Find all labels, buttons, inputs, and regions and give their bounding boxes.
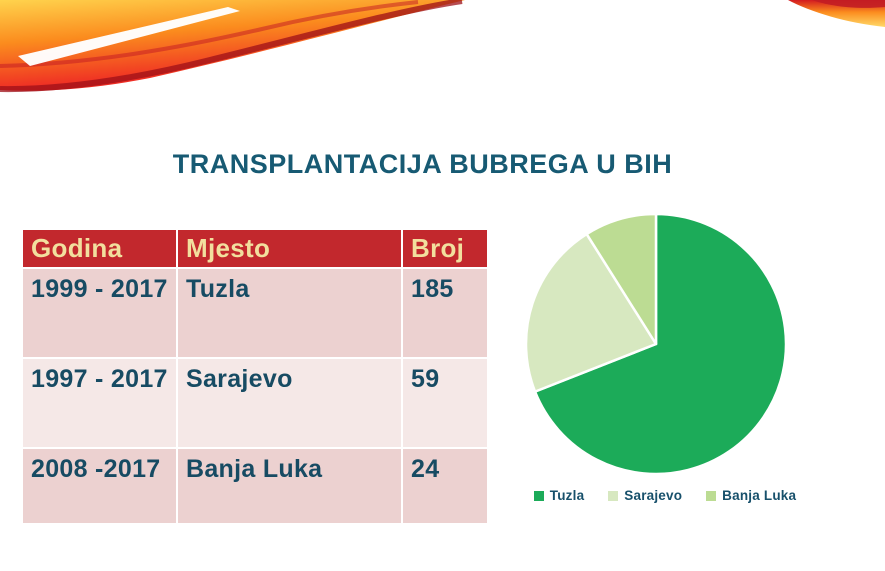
transplant-data-table: Godina Mjesto Broj 1999 - 2017 Tuzla 185… [21,228,489,525]
column-header-broj: Broj [403,230,487,267]
legend-swatch-sarajevo [608,490,619,501]
legend-item-tuzla: Tuzla [533,488,585,503]
legend-item-banja-luka: Banja Luka [706,488,796,503]
legend-label: Tuzla [549,488,585,503]
cell-broj: 59 [403,359,487,447]
chart-legend: Tuzla Sarajevo Banja Luka [505,488,825,503]
pie-slice-banja-luka [585,212,658,346]
cell-mjesto: Sarajevo [178,359,401,447]
legend-label: Sarajevo [624,488,683,503]
pie-slice-sarajevo [524,232,658,393]
legend-swatch-banja-luka [706,490,717,501]
cell-godina: 2008 -2017 [23,449,176,523]
main-swoosh-shape [0,0,465,93]
cell-godina: 1997 - 2017 [23,359,176,447]
cell-mjesto: Tuzla [178,269,401,357]
cell-godina: 1999 - 2017 [23,269,176,357]
pie-slice-tuzla [533,212,788,476]
legend-swatch-tuzla [533,490,544,501]
table-header-row: Godina Mjesto Broj [23,230,487,267]
corner-wisp-decoration [788,0,885,27]
cell-broj: 185 [403,269,487,357]
table-row: 1997 - 2017 Sarajevo 59 [23,359,487,447]
column-header-godina: Godina [23,230,176,267]
pie-chart [524,212,788,476]
page-title: TRANSPLANTACIJA BUBREGA U BIH [172,149,673,180]
cell-broj: 24 [403,449,487,523]
legend-label: Banja Luka [722,488,797,503]
flame-swoosh-decoration [0,0,885,93]
pie-chart-container: Tuzla Sarajevo Banja Luka [505,200,825,512]
table-row: 1999 - 2017 Tuzla 185 [23,269,487,357]
table-row: 2008 -2017 Banja Luka 24 [23,449,487,523]
pie-slices-group [524,212,788,476]
cell-mjesto: Banja Luka [178,449,401,523]
column-header-mjesto: Mjesto [178,230,401,267]
legend-item-sarajevo: Sarajevo [608,488,682,503]
